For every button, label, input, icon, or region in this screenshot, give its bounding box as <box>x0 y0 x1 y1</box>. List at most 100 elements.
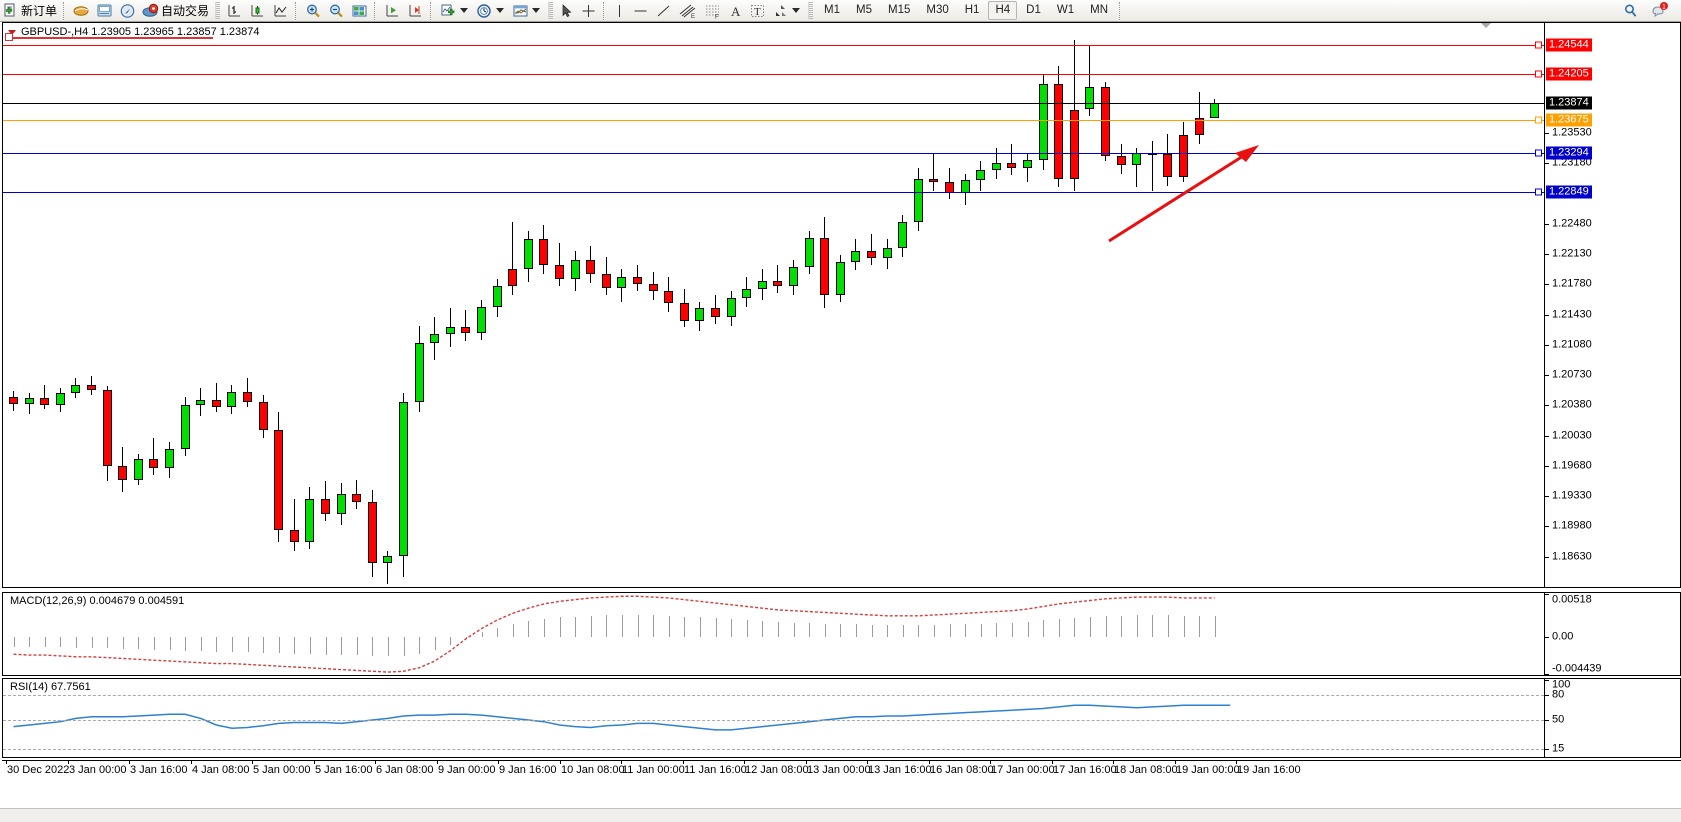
price-tick <box>1545 132 1549 134</box>
price-tick-label: 1.20030 <box>1552 429 1592 442</box>
text-button[interactable]: A <box>726 1 745 21</box>
price-level-line-1.24544[interactable] <box>3 45 1544 47</box>
price-level-badge-resistance-line[interactable]: 1.24205 <box>1546 67 1592 81</box>
price-level-badge-support-line[interactable]: 1.22849 <box>1546 185 1592 199</box>
chevron-down-icon-3[interactable] <box>532 8 541 13</box>
time-axis[interactable]: 30 Dec 2022 3 Jan 00:00 3 Jan 16:00 4 Jan 0… <box>2 760 1681 780</box>
rsi-label: RSI(14) 67.7561 <box>8 681 93 693</box>
price-level-badge-resistance-line[interactable]: 1.24544 <box>1546 38 1592 52</box>
toolbar-separator-5 <box>603 1 607 20</box>
price-level-handle[interactable] <box>1535 188 1542 196</box>
auto-trading-button[interactable]: 自动交易 <box>140 1 211 21</box>
chevron-down-icon[interactable] <box>460 8 469 13</box>
timeframe-button-m1[interactable]: M1 <box>824 4 841 16</box>
hline-button[interactable] <box>630 1 651 21</box>
rsi-indicator-pane[interactable]: 100 80 50 15 RSI(14) 67.7561 <box>2 678 1681 758</box>
price-scale-axis[interactable]: 1.23530 1.23180 1.22480 1.22130 1.21780 1.214… <box>1544 23 1680 587</box>
price-level-handle[interactable] <box>1535 41 1542 49</box>
price-level-line-1.24205[interactable] <box>3 74 1544 76</box>
price-level-line-1.22849[interactable] <box>3 191 1544 193</box>
line-chart-button[interactable] <box>270 1 291 21</box>
zoom-out-icon <box>328 3 345 19</box>
chevron-down-icon-2[interactable] <box>496 8 505 13</box>
toolbar-grip-2[interactable] <box>548 2 554 19</box>
templates-button[interactable] <box>510 1 544 21</box>
price-tick-label: 1.19680 <box>1552 459 1592 472</box>
macd-histogram-bar <box>107 637 109 649</box>
zoom-out-button[interactable] <box>326 1 347 21</box>
price-level-line-1.23874[interactable] <box>3 103 1544 105</box>
new-order-button[interactable]: 新订单 <box>1 1 59 21</box>
macd-scale-axis[interactable]: 0.00518 0.00 -0.004439 <box>1544 593 1680 675</box>
navigator-button[interactable] <box>117 1 138 21</box>
search-button[interactable] <box>1620 1 1641 21</box>
zoom-in-button[interactable] <box>303 1 324 21</box>
candle-body-down <box>118 465 128 480</box>
vline-button[interactable] <box>611 1 628 21</box>
price-level-handle[interactable] <box>1535 116 1542 124</box>
timeframe-button-h1[interactable]: H1 <box>964 4 980 16</box>
macd-histogram-bar <box>497 627 499 638</box>
indicators-add-button[interactable] <box>438 1 472 21</box>
grid-button[interactable] <box>349 1 370 21</box>
rsi-scale-axis[interactable]: 100 80 50 15 <box>1544 679 1680 757</box>
candlestick-chart-button[interactable] <box>247 1 268 21</box>
price-chart-pane[interactable]: 1.23530 1.23180 1.22480 1.22130 1.21780 1.214… <box>2 22 1681 588</box>
notification-button[interactable]: 1 <box>1648 1 1671 21</box>
symbol-handle[interactable] <box>5 33 13 41</box>
profile-button[interactable] <box>71 1 92 21</box>
candle-body-down <box>1054 83 1064 179</box>
price-plot-area[interactable] <box>3 23 1544 587</box>
macd-histogram-bar <box>543 618 545 638</box>
price-level-handle[interactable] <box>1535 70 1542 78</box>
timeframe-button-w1[interactable]: W1 <box>1056 4 1075 16</box>
price-level-line-1.23675[interactable] <box>3 120 1544 122</box>
macd-histogram-bar <box>169 637 171 651</box>
rsi-plot-area[interactable] <box>3 679 1544 757</box>
grid-icon <box>351 3 368 19</box>
timeframe-button-m5[interactable]: M5 <box>856 4 872 16</box>
timeframe-button-h4[interactable]: H4 <box>988 1 1018 20</box>
price-level-line-1.23294[interactable] <box>3 153 1544 155</box>
equidistant-channel-button[interactable]: E <box>676 1 699 21</box>
periods-button[interactable] <box>474 1 508 21</box>
trendline-button[interactable] <box>653 1 674 21</box>
price-level-badge-current-price[interactable]: 1.23874 <box>1546 96 1592 110</box>
price-level-handle[interactable] <box>1535 149 1542 157</box>
bar-chart-button[interactable] <box>224 1 245 21</box>
candlestick <box>118 23 128 587</box>
macd-histogram-bar <box>855 624 857 638</box>
fibonacci-button[interactable]: F <box>701 1 724 21</box>
chart-shift-marker[interactable] <box>1481 23 1491 28</box>
timeframe-button-m15[interactable]: M15 <box>888 4 911 16</box>
price-level-badge-pivot-line[interactable]: 1.23675 <box>1546 113 1592 127</box>
candle-body-down <box>664 291 674 304</box>
symbol-dropdown-arrow-icon[interactable] <box>7 28 17 36</box>
price-tick-label: 1.22480 <box>1552 217 1592 230</box>
shapes-button[interactable] <box>770 1 804 21</box>
chart-shift-button[interactable] <box>405 1 426 21</box>
price-level-badge-support-line[interactable]: 1.23294 <box>1546 146 1592 160</box>
toolbar-grip-3[interactable] <box>808 2 814 19</box>
scroll-start-button[interactable] <box>382 1 403 21</box>
crosshair-button[interactable] <box>578 1 599 21</box>
macd-histogram-bar <box>824 623 826 638</box>
chevron-down-icon-4[interactable] <box>792 8 801 13</box>
candlestick <box>243 23 252 587</box>
time-tick <box>1236 761 1237 764</box>
candle-wick <box>1151 140 1153 191</box>
terminal-button[interactable] <box>94 1 115 21</box>
chart-workspace: 1.23530 1.23180 1.22480 1.22130 1.21780 1.214… <box>0 22 1681 822</box>
cursor-button[interactable] <box>557 1 576 21</box>
toolbar-grip[interactable] <box>215 2 221 19</box>
candlestick <box>1163 23 1173 587</box>
macd-plot-area[interactable] <box>3 593 1544 675</box>
macd-indicator-pane[interactable]: 0.00518 0.00 -0.004439 MACD(12,26,9) 0.004… <box>2 592 1681 676</box>
timeframe-button-m30[interactable]: M30 <box>926 4 949 16</box>
timeframe-button-mn[interactable]: MN <box>1090 4 1108 16</box>
text-label-button[interactable]: T <box>747 1 768 21</box>
timeframe-button-d1[interactable]: D1 <box>1026 4 1041 16</box>
macd-histogram-bar <box>29 637 31 647</box>
svg-text:E: E <box>691 14 695 19</box>
macd-histogram-bar <box>1183 615 1185 638</box>
